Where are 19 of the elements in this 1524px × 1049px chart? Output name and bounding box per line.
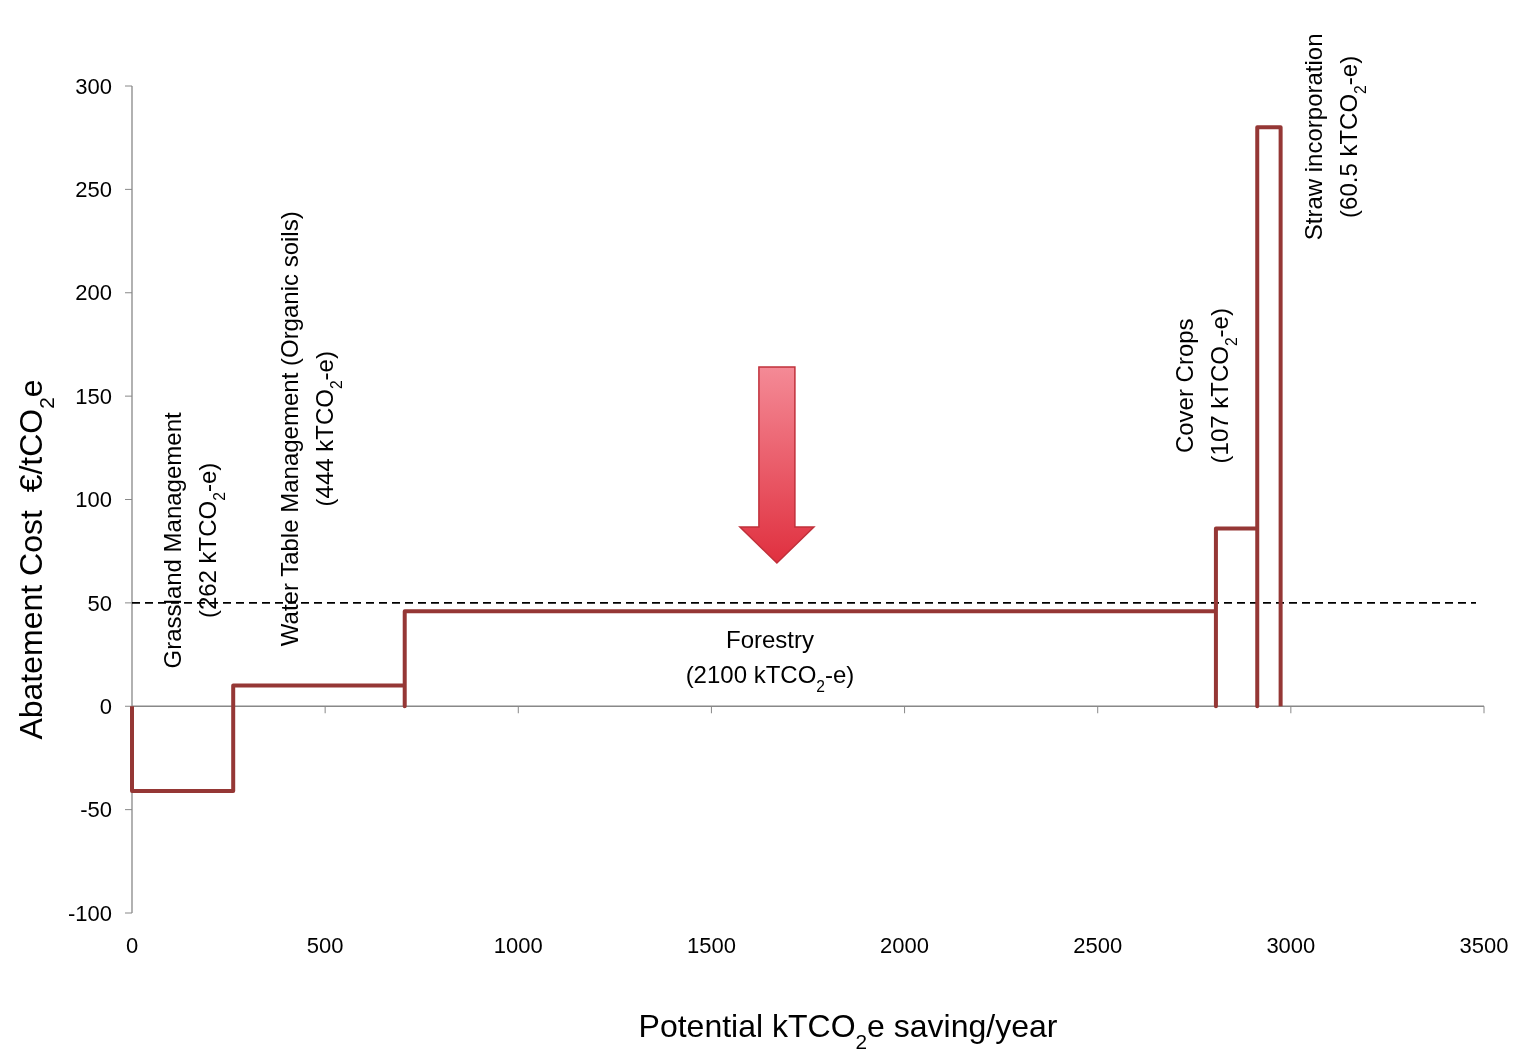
- x-tick-label: 1000: [493, 933, 543, 958]
- y-tick-label: 150: [75, 383, 112, 409]
- y-tick-label: 100: [75, 487, 112, 513]
- annotation: Forestry (2100 kTCO$_{2}$-e): [685, 625, 855, 694]
- y-tick-label: 0: [99, 693, 112, 719]
- y-tick-label: 200: [75, 280, 112, 306]
- x-tick-label: 3000: [1266, 933, 1316, 958]
- y-tick-label: 300: [75, 73, 112, 99]
- x-axis-title: Potential kTCO$_{2}$e saving/year: [638, 1008, 1058, 1049]
- x-tick-label: 2500: [1073, 933, 1123, 958]
- y-tick-label: 50: [87, 590, 112, 616]
- x-tick-label: 3500: [1459, 933, 1509, 958]
- x-tick-label: 2000: [880, 933, 930, 958]
- y-tick-label: -50: [80, 797, 112, 823]
- x-tick-label: 1500: [686, 933, 736, 958]
- y-tick-label: 250: [75, 177, 112, 203]
- x-tick-label: 500: [306, 933, 344, 958]
- x-tick-label: 0: [125, 933, 139, 958]
- y-tick-label: -100: [67, 900, 112, 926]
